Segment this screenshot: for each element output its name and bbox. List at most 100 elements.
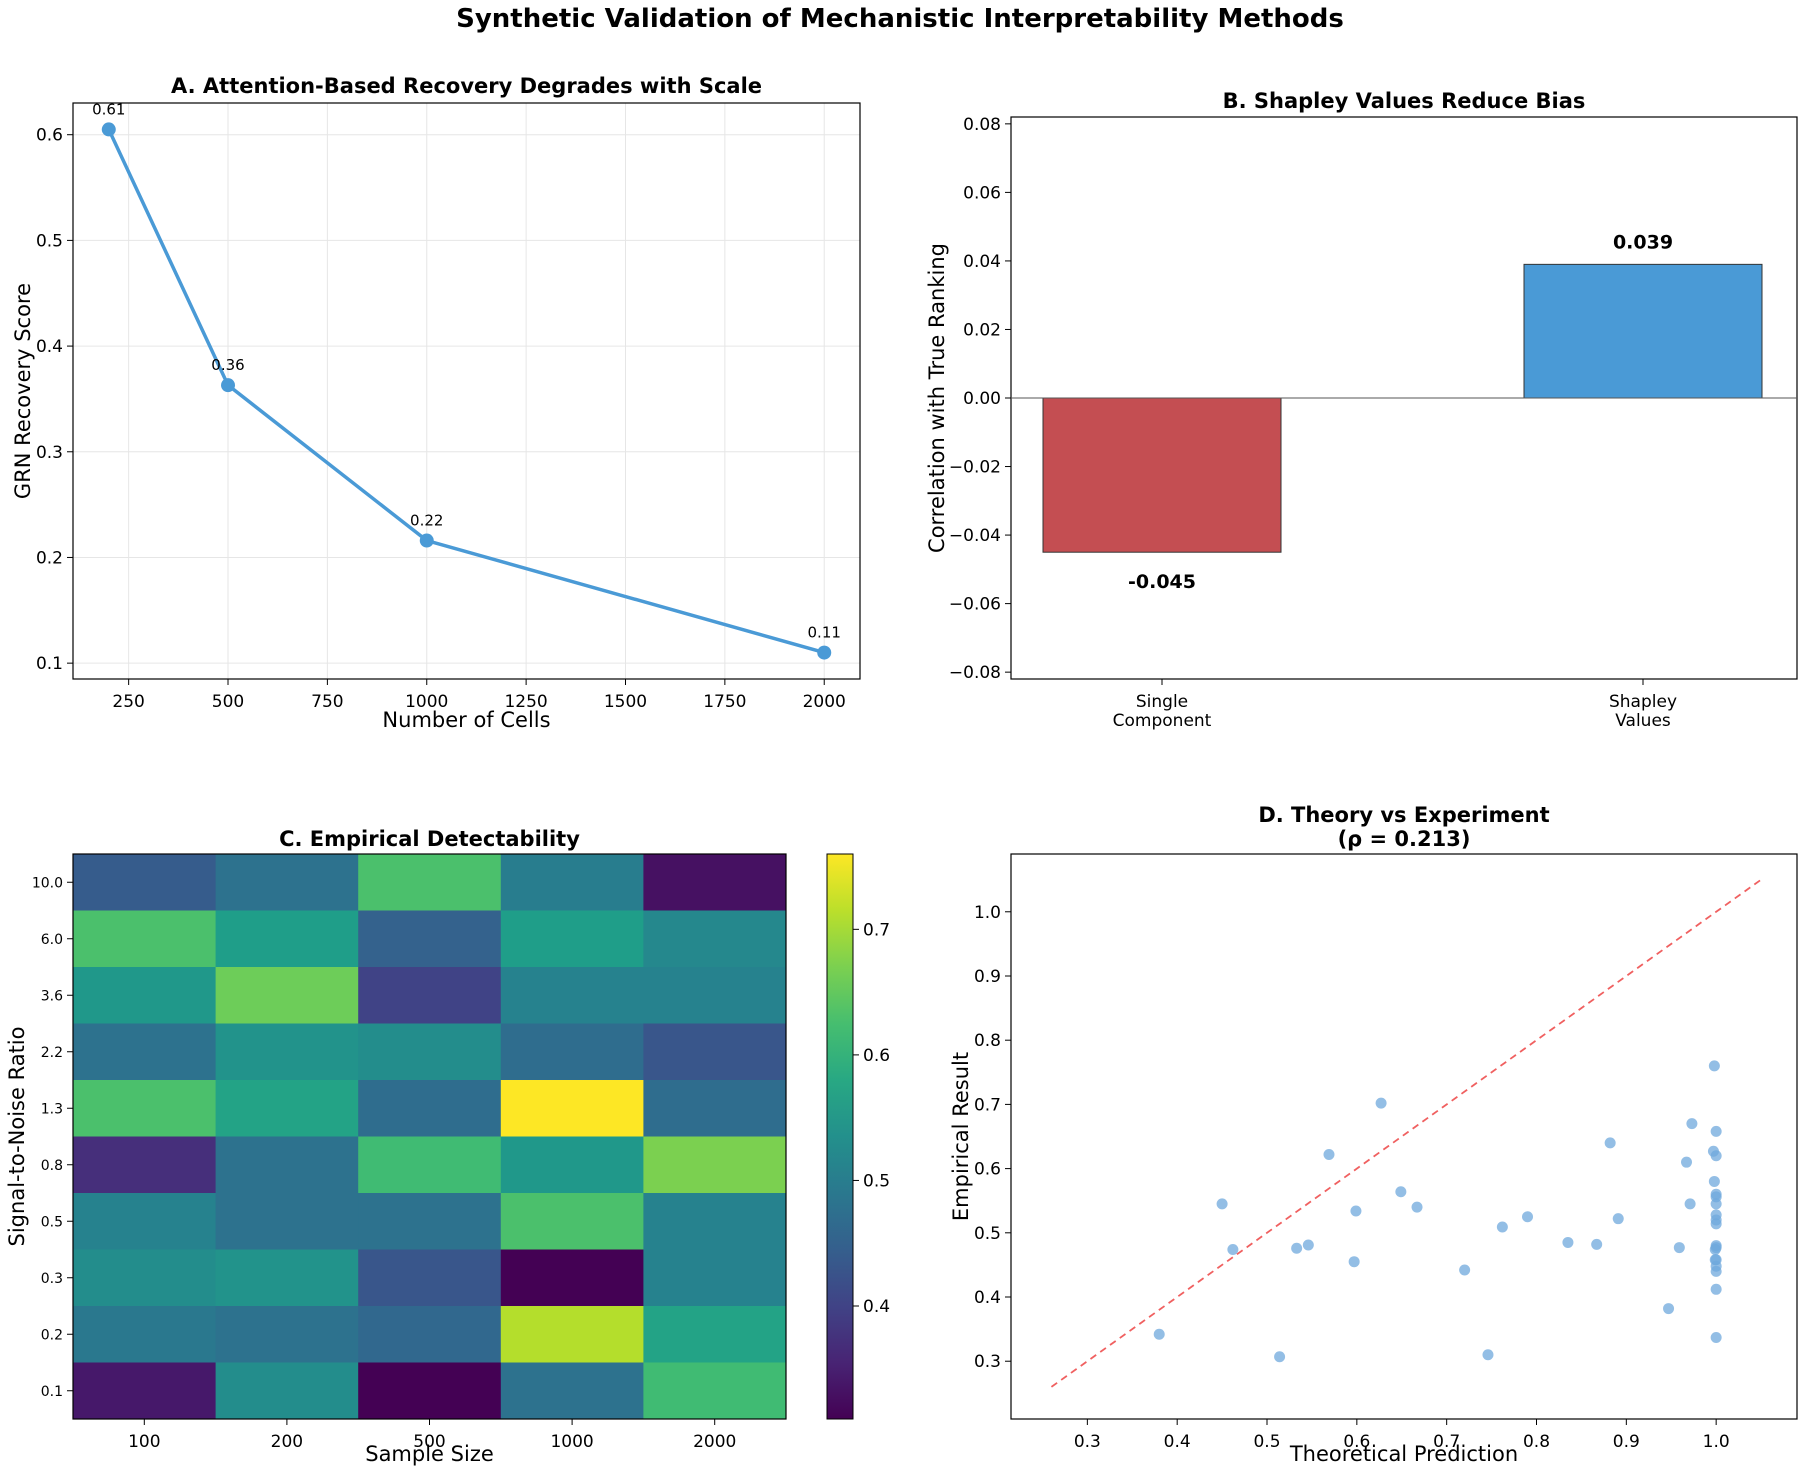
- heatmap-cell: [215, 854, 359, 911]
- x-tick-label: 0.3: [1074, 1432, 1101, 1452]
- x-tick-label: 1500: [604, 692, 647, 712]
- y-tick-label: 0.4: [36, 337, 63, 357]
- x-tick-label: 0.6: [1343, 1432, 1370, 1452]
- scatter-point: [1708, 1060, 1720, 1072]
- y-axis-label: Empirical Result: [949, 1052, 973, 1221]
- x-tick-label: Values: [1615, 711, 1671, 731]
- heatmap-cell: [358, 967, 502, 1024]
- heatmap-cell: [358, 854, 502, 911]
- x-axis-label: Sample Size: [365, 1442, 494, 1466]
- y-tick-label: 0.8: [41, 1158, 63, 1174]
- scatter-point: [1274, 1351, 1286, 1363]
- heatmap-cell: [215, 1080, 359, 1137]
- x-tick-label: 1.0: [1703, 1432, 1730, 1452]
- x-tick-label: 0.5: [1253, 1432, 1280, 1452]
- panel-d-subtitle: (ρ = 0.213): [1338, 827, 1471, 851]
- heatmap-cell: [643, 1193, 787, 1250]
- x-tick-label: 0.9: [1613, 1432, 1640, 1452]
- heatmap-cell: [358, 1306, 502, 1363]
- heatmap-cell: [73, 967, 217, 1024]
- scatter-point: [1562, 1236, 1574, 1248]
- heatmap-cell: [73, 910, 217, 968]
- y-tick-label: 1.0: [974, 903, 1001, 923]
- scatter-point: [1710, 1331, 1722, 1343]
- x-tick-label: 750: [311, 692, 343, 712]
- y-tick-label: 0.4: [974, 1288, 1001, 1308]
- x-tick-label: 1000: [550, 1432, 593, 1452]
- heatmap-cell: [215, 1249, 359, 1307]
- heatmap-cell: [500, 854, 644, 911]
- scatter-point: [1375, 1097, 1387, 1109]
- y-tick-label: 6.0: [41, 932, 63, 948]
- y-axis-label: Signal-to-Noise Ratio: [5, 1027, 29, 1247]
- heatmap-cell: [358, 1136, 502, 1194]
- heatmap-cell: [643, 1136, 787, 1194]
- panel-d-title: D. Theory vs Experiment: [1258, 803, 1549, 827]
- panel-b: −0.08 −0.06 −0.04 −0.02 0.00 0.02 0.04 0.06 0.08…: [925, 89, 1798, 731]
- bar-value-label: 0.039: [1613, 231, 1673, 253]
- scatter-point: [1459, 1264, 1471, 1276]
- scatter-point: [1323, 1148, 1335, 1160]
- heatmap-cell: [643, 854, 787, 911]
- scatter-point: [1673, 1242, 1685, 1254]
- scatter-point: [1681, 1156, 1693, 1168]
- y-tick-label: 0.5: [41, 1214, 63, 1230]
- y-tick-label: 0.02: [963, 320, 1001, 340]
- y-tick-label: 0.6: [36, 126, 63, 146]
- y-tick-label: 2.2: [41, 1045, 63, 1061]
- y-tick-label: 10.0: [32, 875, 63, 891]
- y-tick-label: 0.9: [974, 967, 1001, 987]
- heatmap-cell: [73, 1023, 217, 1081]
- heatmap-cell: [358, 1023, 502, 1081]
- y-tick-label: 0.2: [41, 1327, 63, 1343]
- data-label: 0.61: [92, 100, 125, 118]
- colorbar-tick-label: 0.7: [863, 920, 890, 940]
- x-tick-label: 2000: [803, 692, 846, 712]
- heatmap-cell: [643, 1249, 787, 1307]
- scatter-point: [1710, 1265, 1722, 1277]
- heatmap-cell: [500, 1136, 644, 1194]
- x-tick-label: 200: [271, 1432, 303, 1452]
- x-tick-label: 100: [128, 1432, 160, 1452]
- scatter-point: [1710, 1150, 1722, 1162]
- panel-b-title: B. Shapley Values Reduce Bias: [1223, 89, 1586, 113]
- y-axis-label: Correlation with True Ranking: [925, 243, 949, 553]
- heatmap-cell: [643, 1023, 787, 1081]
- heatmap-cell: [643, 910, 787, 968]
- y-tick-label: −0.08: [949, 663, 1001, 683]
- heatmap-cell: [500, 1249, 644, 1307]
- heatmap-cell: [73, 854, 217, 911]
- scatter-point: [1663, 1303, 1675, 1315]
- y-tick-label: −0.04: [949, 526, 1001, 546]
- scatter-point: [1216, 1198, 1228, 1210]
- y-tick-label: 0.8: [974, 1031, 1001, 1051]
- figure-title: Synthetic Validation of Mechanistic Inte…: [456, 4, 1344, 34]
- x-tick-label: Single: [1136, 692, 1188, 712]
- scatter-point: [1708, 1175, 1720, 1187]
- y-tick-label: 0.2: [36, 548, 63, 568]
- bar-value-label: -0.045: [1128, 571, 1196, 593]
- x-axis-label: Number of Cells: [382, 708, 550, 732]
- y-tick-label: 0.3: [41, 1271, 63, 1287]
- data-label: 0.36: [211, 356, 244, 374]
- y-tick-label: 0.5: [974, 1224, 1001, 1244]
- heatmap-cell: [500, 967, 644, 1024]
- x-tick-label: 1250: [504, 692, 547, 712]
- heatmap-cell: [643, 967, 787, 1024]
- heatmap-cell: [500, 1362, 644, 1420]
- y-tick-label: 0.00: [963, 389, 1001, 409]
- heatmap-cell: [500, 1080, 644, 1137]
- scatter-point: [1291, 1242, 1303, 1254]
- scatter-point: [1395, 1186, 1407, 1198]
- y-axis-label: GRN Recovery Score: [11, 283, 35, 499]
- y-tick-label: 0.6: [974, 1160, 1001, 1180]
- y-tick-label: 0.5: [36, 231, 63, 251]
- x-axis-label: Theoretical Prediction: [1289, 1442, 1518, 1466]
- y-tick-label: 0.1: [41, 1384, 63, 1400]
- scatter-point: [1591, 1238, 1603, 1250]
- scatter-point: [1710, 1218, 1722, 1230]
- y-tick-label: 0.1: [36, 654, 63, 674]
- heatmap-cell: [215, 1136, 359, 1194]
- panel-c-title: C. Empirical Detectability: [279, 827, 580, 851]
- data-label: 0.11: [808, 624, 841, 642]
